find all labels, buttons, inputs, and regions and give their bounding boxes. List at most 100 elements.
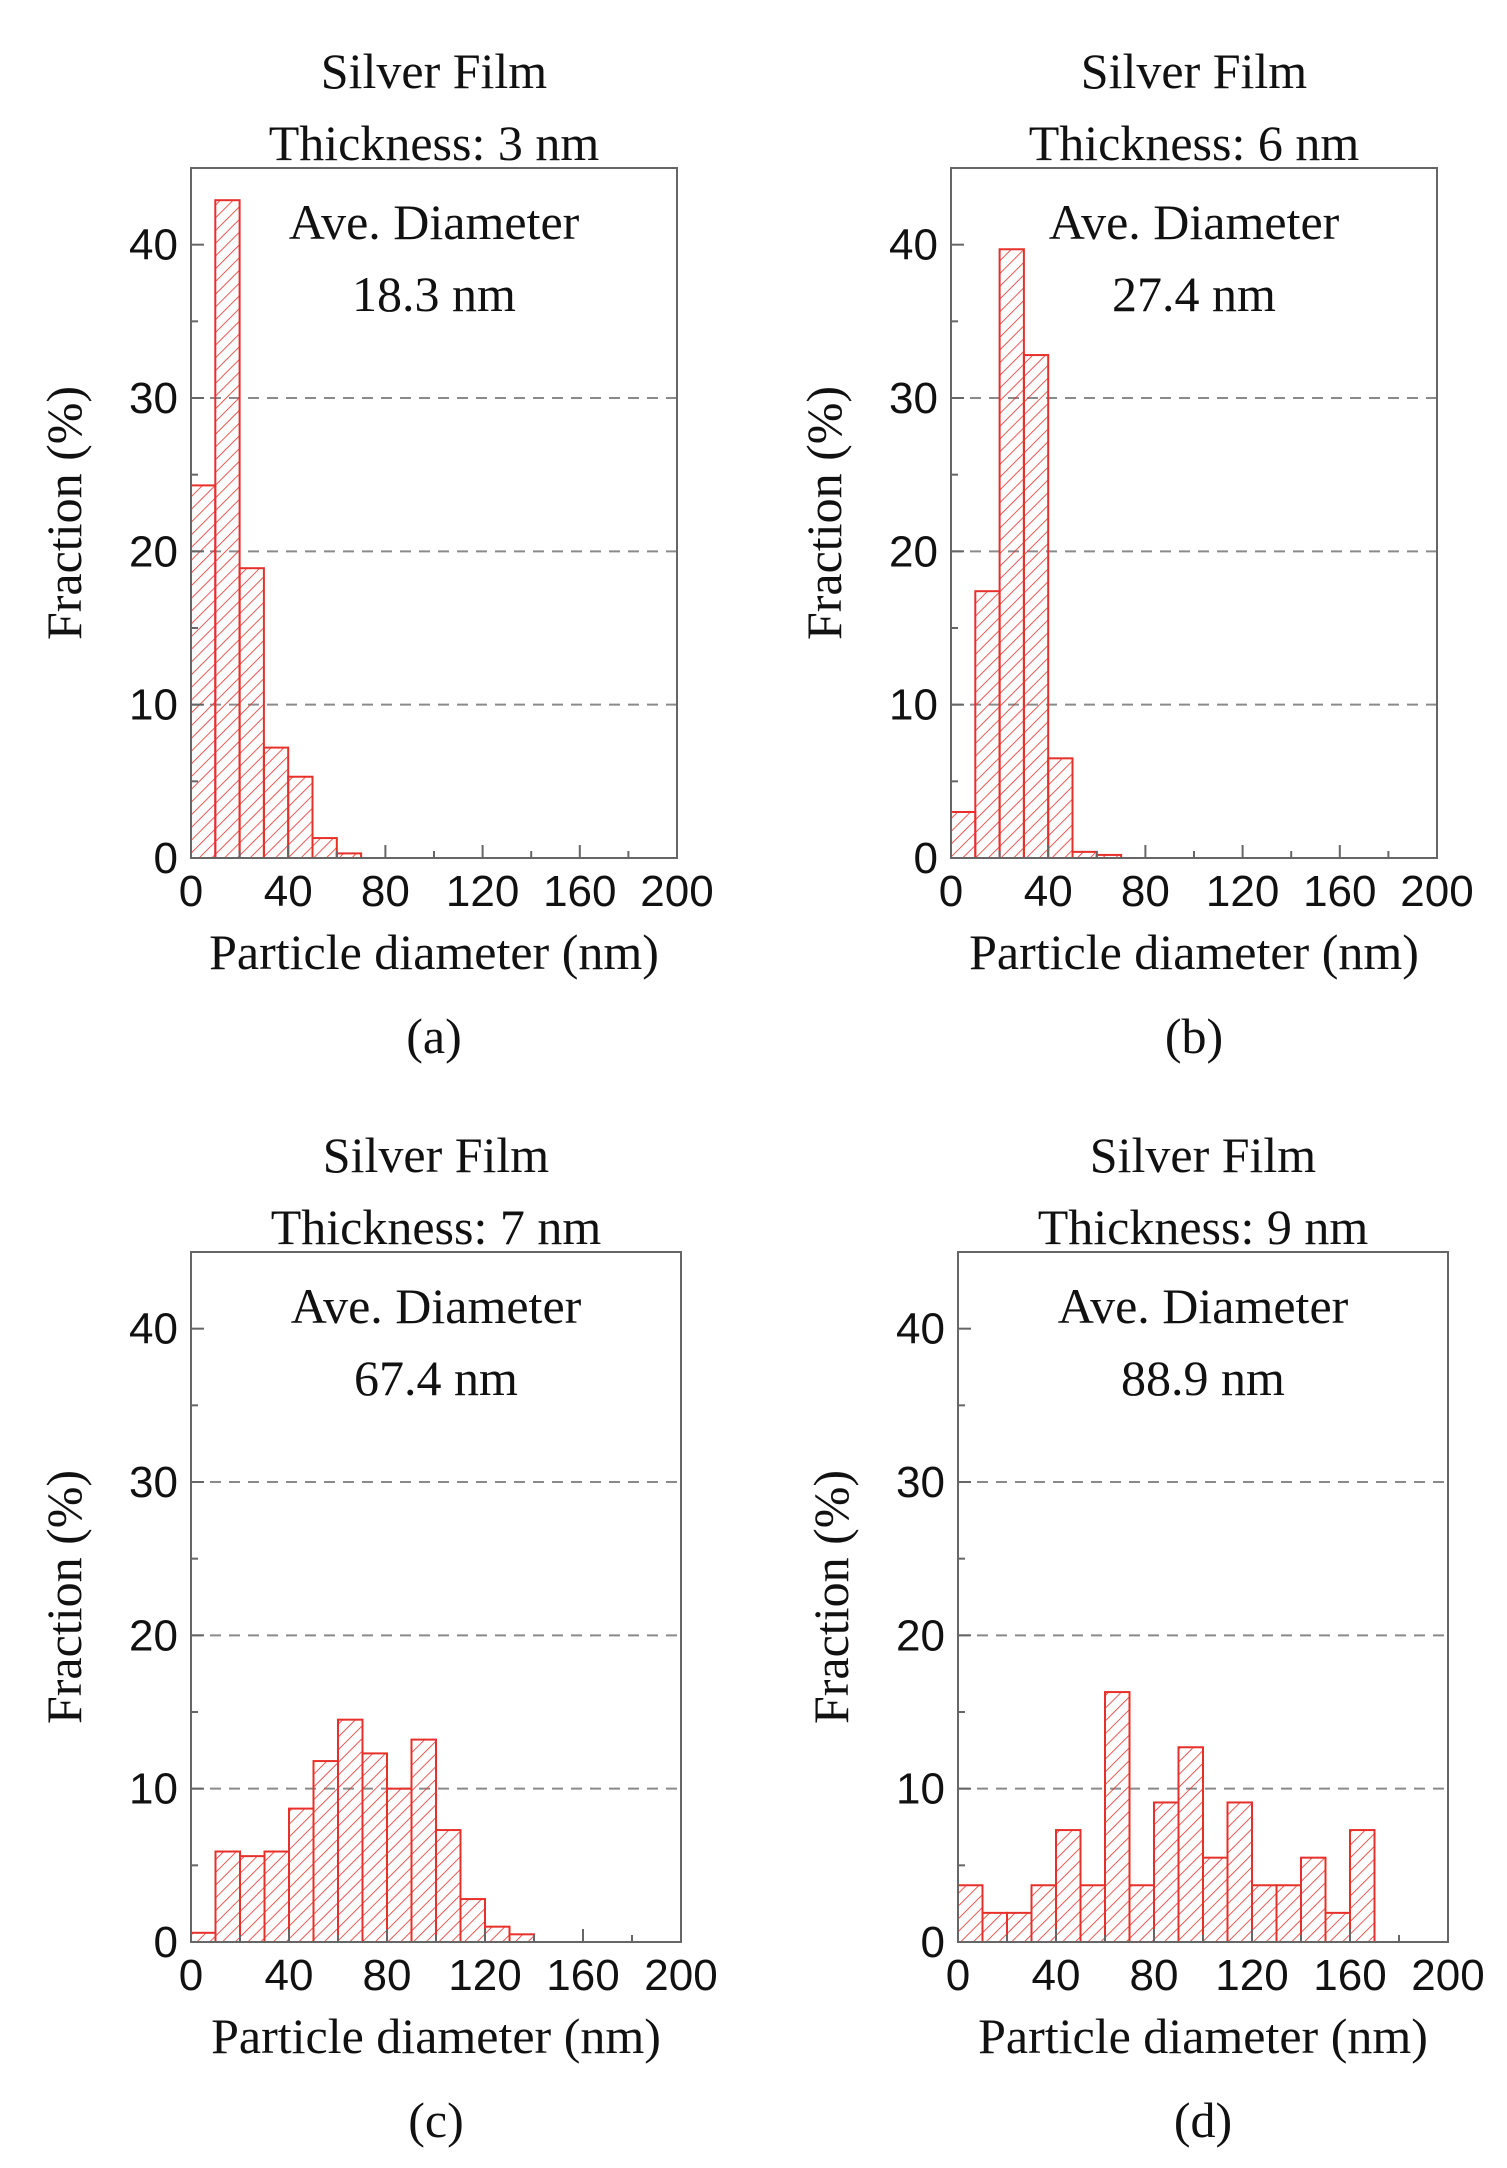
y-tick-label: 10 [889,681,938,730]
x-tick-label: 200 [1411,1951,1484,2000]
y-tick-label: 0 [914,834,938,883]
histogram-bar [214,199,241,859]
panel-title-line2: Thickness: 9 nm [1038,1199,1369,1255]
x-tick-label: 40 [1024,867,1073,916]
y-tick-label: 30 [129,1458,178,1507]
x-tick-label: 160 [1313,1951,1386,2000]
histogram-bar [1022,354,1050,859]
histogram-bar [508,1933,535,1944]
average-diameter-label: Ave. Diameter [1049,194,1340,250]
panel-title-line1: Silver Film [323,1127,550,1183]
x-tick-label: 200 [644,1951,717,2000]
y-axis-label: Fraction (%) [803,1470,859,1724]
x-axis-label: Particle diameter (nm) [969,924,1419,980]
average-diameter-label: Ave. Diameter [1058,1278,1349,1334]
x-tick-label: 160 [1303,867,1376,916]
x-tick-label: 200 [1400,867,1473,916]
y-tick-label: 30 [889,374,938,423]
x-tick-label: 80 [1121,867,1170,916]
histogram-bar [1128,1884,1155,1944]
histogram-bar [312,1760,339,1943]
y-tick-label: 40 [129,1305,178,1354]
x-tick-label: 80 [1130,1951,1179,2000]
y-tick-label: 40 [896,1305,945,1354]
y-tick-label: 40 [889,221,938,270]
histogram-bar [1047,757,1074,859]
average-diameter-label: Ave. Diameter [289,194,580,250]
histogram-bar [1275,1884,1302,1944]
histogram-bar [981,1911,1008,1944]
y-tick-label: 10 [129,1765,178,1814]
histogram-bar [238,567,265,859]
histogram-bar [1006,1911,1033,1944]
panel-b: Silver Film Thickness: 6 nm Ave. Diameter 2… [796,43,1474,1064]
panel-title-line2: Thickness: 3 nm [269,115,600,171]
histogram-bar [410,1738,437,1943]
histogram-bar [1349,1829,1376,1943]
x-tick-label: 160 [543,867,616,916]
x-axis-label: Particle diameter (nm) [209,924,659,980]
x-tick-label: 200 [640,867,713,916]
average-diameter-value: 88.9 nm [1121,1350,1285,1406]
y-tick-label: 0 [154,1918,178,1967]
histogram-bar [239,1855,266,1943]
y-axis-label: Fraction (%) [36,1470,92,1724]
histogram-bar [287,775,314,860]
histogram-bar [311,837,338,859]
panel-title-line1: Silver Film [321,43,548,99]
x-tick-label: 120 [446,867,519,916]
histogram-bar [1153,1801,1180,1944]
y-tick-label: 20 [889,527,938,576]
x-tick-label: 80 [361,867,410,916]
x-tick-label: 0 [939,867,963,916]
x-tick-label: 40 [1032,1951,1081,2000]
y-tick-label: 0 [154,834,178,883]
panel-d: Silver Film Thickness: 9 nm Ave. Diameter 8… [803,1127,1485,2148]
average-diameter-value: 67.4 nm [354,1350,518,1406]
histogram-bar [190,484,217,859]
panel-label: (c) [408,2092,464,2148]
panel-label: (b) [1165,1008,1223,1064]
panel-title-line2: Thickness: 7 nm [271,1199,602,1255]
x-tick-label: 120 [1215,1951,1288,2000]
y-tick-label: 10 [129,681,178,730]
histogram-bar [1202,1856,1229,1943]
histogram-bar [288,1807,315,1943]
y-axis-label: Fraction (%) [796,386,852,640]
histogram-bar [974,590,1001,859]
histogram-bar [361,1752,388,1944]
x-tick-label: 80 [363,1951,412,2000]
histogram-bar [214,1850,241,1943]
histogram-bar [484,1925,511,1943]
histogram-bar [1251,1884,1278,1944]
histogram-bar [1055,1829,1082,1943]
histogram-bar [1226,1801,1253,1944]
x-tick-label: 40 [264,867,313,916]
y-tick-label: 20 [896,1611,945,1660]
x-tick-label: 120 [448,1951,521,2000]
y-tick-label: 20 [129,1611,178,1660]
panel-c: Silver Film Thickness: 7 nm Ave. Diameter 6… [36,1127,718,2148]
y-axis-label: Fraction (%) [36,386,92,640]
x-tick-label: 0 [179,867,203,916]
y-tick-label: 20 [129,527,178,576]
x-tick-label: 0 [179,1951,203,2000]
y-tick-label: 30 [129,374,178,423]
histogram-bar [435,1829,462,1943]
average-diameter-value: 27.4 nm [1112,266,1276,322]
histogram-bar [998,248,1025,859]
y-tick-label: 40 [129,221,178,270]
histogram-bar [263,1850,290,1943]
x-axis-label: Particle diameter (nm) [978,2008,1428,2064]
histogram-bar [1324,1911,1351,1944]
y-tick-label: 30 [896,1458,945,1507]
panel-title-line2: Thickness: 6 nm [1029,115,1360,171]
average-diameter-value: 18.3 nm [352,266,516,322]
panel-label: (a) [406,1008,462,1064]
panel-title-line1: Silver Film [1081,43,1308,99]
histogram-bar [386,1787,413,1943]
histogram-bar [950,811,977,859]
x-tick-label: 160 [546,1951,619,2000]
x-axis-label: Particle diameter (nm) [211,2008,661,2064]
